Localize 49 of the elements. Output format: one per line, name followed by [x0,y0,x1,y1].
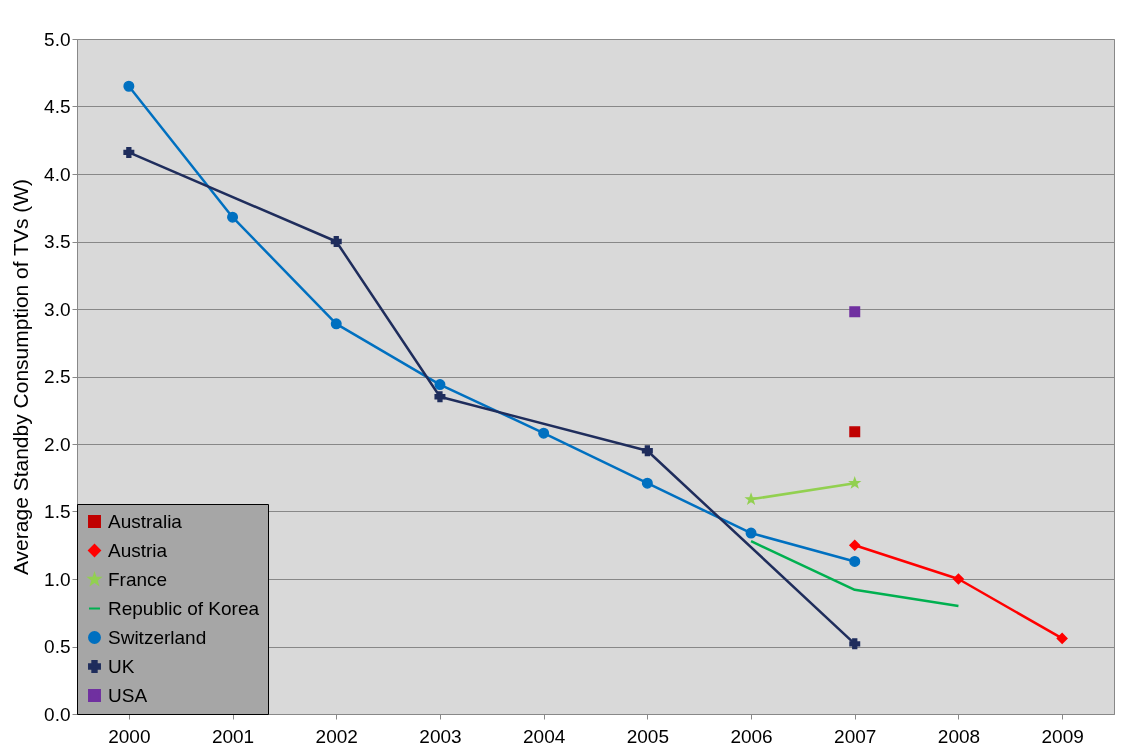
legend-label: USA [108,684,148,706]
x-tick-label: 2002 [315,725,358,747]
point [952,573,964,585]
y-tick-label: 2.0 [44,433,71,455]
y-tick-label: 1.0 [44,568,71,590]
y-tick-label: 0.5 [44,636,71,657]
x-tick-label: 2003 [419,725,462,747]
legend-label: France [108,568,168,590]
legend-label: Switzerland [108,626,207,648]
legend-label: Australia [108,510,183,532]
point [849,426,861,438]
x-tick-label: 2009 [1041,725,1084,747]
y-axis-title: Average Standby Consumption of TVs (W) [9,178,33,576]
point [1056,632,1068,644]
x-tick-label: 2008 [937,725,981,747]
y-tick-label: 2.5 [44,366,71,387]
y-tick-label: 0.0 [44,703,71,725]
point [745,527,757,539]
x-tick-label: 2001 [211,725,255,747]
point [745,493,757,504]
legend-label: Republic of Korea [108,597,260,619]
point [538,427,550,439]
x-tick-label: 2004 [523,725,566,747]
point [849,555,861,567]
point [123,146,135,158]
y-tick-label: 1.5 [44,501,71,522]
point [849,306,861,318]
point [849,539,861,551]
y-tick-label: 4.5 [44,96,71,117]
x-tick-label: 2005 [626,725,669,747]
point [849,477,861,488]
x-tick-label: 2007 [834,725,877,747]
point [641,477,653,489]
x-tick-label: 2000 [108,725,151,747]
y-tick-label: 5.0 [44,28,71,50]
point [123,80,135,92]
y-tick-label: 3.5 [44,231,71,252]
point [227,211,239,223]
legend-label: Austria [108,539,168,561]
x-tick-label: 2006 [730,725,773,747]
y-tick-label: 4.0 [44,163,71,185]
point [849,638,861,650]
point [434,391,446,403]
y-tick-label: 3.0 [44,298,71,320]
point [330,318,342,330]
legend-label: UK [108,655,135,677]
point [434,379,446,391]
point [330,236,342,247]
point [641,445,653,457]
